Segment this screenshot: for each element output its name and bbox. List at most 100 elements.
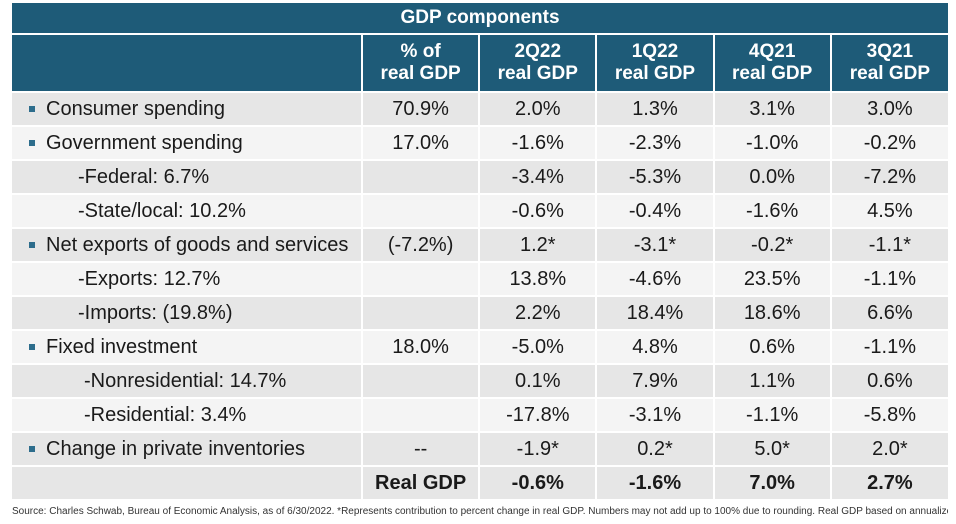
- value-cell-q2-22: -1.9*: [478, 431, 597, 466]
- header-2q22: 2Q22 real GDP: [478, 35, 597, 92]
- total-value-q4-21: 7.0%: [712, 465, 831, 499]
- table-row: Change in private inventories -- -1.9* 0.2*…: [12, 431, 948, 466]
- value-cell-q4-21: 5.0*: [712, 431, 831, 466]
- value-cell-q4-21: 3.1%: [712, 91, 831, 126]
- table-row: -Residential: 3.4% -17.8% -3.1% -1.1% -5.8%: [12, 397, 948, 432]
- value-cell-q2-22: -17.8%: [478, 397, 597, 432]
- row-label-cell: Consumer spending: [12, 91, 363, 126]
- header-1q22: 1Q22 real GDP: [595, 35, 714, 92]
- value-cell-q4-21: 18.6%: [712, 295, 831, 330]
- value-cell-q1-22: 1.3%: [595, 91, 714, 126]
- row-label-cell: Fixed investment: [12, 329, 363, 364]
- table-row: -State/local: 10.2% -0.6% -0.4% -1.6% 4.5%: [12, 193, 948, 228]
- header-row: % of real GDP 2Q22 real GDP 1Q22 real GDP 4…: [12, 35, 948, 92]
- value-cell-q3-21: 2.0*: [829, 431, 948, 466]
- bullet-icon: [29, 446, 35, 452]
- value-cell-share: [361, 193, 480, 228]
- row-label: -Exports: 12.7%: [78, 267, 221, 290]
- row-label: -Federal: 6.7%: [78, 165, 210, 188]
- row-label: Consumer spending: [46, 97, 225, 120]
- value-cell-share: 18.0%: [361, 329, 480, 364]
- value-cell-share: [361, 159, 480, 194]
- bullet-icon: [29, 106, 35, 112]
- table-row: -Imports: (19.8%) 2.2% 18.4% 18.6% 6.6%: [12, 295, 948, 330]
- value-cell-q1-22: -5.3%: [595, 159, 714, 194]
- row-label-cell: -Exports: 12.7%: [12, 261, 363, 296]
- table-row: -Exports: 12.7% 13.8% -4.6% 23.5% -1.1%: [12, 261, 948, 296]
- row-label-cell: -Nonresidential: 14.7%: [12, 363, 363, 398]
- row-label: -Residential: 3.4%: [84, 403, 247, 426]
- value-cell-q1-22: -2.3%: [595, 125, 714, 160]
- row-label: -Imports: (19.8%): [78, 301, 233, 324]
- value-cell-share: --: [361, 431, 480, 466]
- total-value-q2-22: -0.6%: [478, 465, 597, 499]
- value-cell-q4-21: -0.2*: [712, 227, 831, 262]
- table-row: -Federal: 6.7% -3.4% -5.3% 0.0% -7.2%: [12, 159, 948, 194]
- bullet-icon: [29, 242, 35, 248]
- row-label: -State/local: 10.2%: [78, 199, 246, 222]
- value-cell-q2-22: -0.6%: [478, 193, 597, 228]
- row-label-cell: -State/local: 10.2%: [12, 193, 363, 228]
- value-cell-share: [361, 295, 480, 330]
- gdp-table-panel: GDP components % of real GDP 2Q22 real GDP…: [12, 3, 948, 499]
- value-cell-q3-21: -1.1%: [829, 329, 948, 364]
- value-cell-q3-21: -1.1%: [829, 261, 948, 296]
- value-cell-q4-21: -1.6%: [712, 193, 831, 228]
- row-label: Government spending: [46, 131, 243, 154]
- row-label: Net exports of goods and services: [46, 233, 349, 256]
- value-cell-q3-21: -7.2%: [829, 159, 948, 194]
- row-label: -Nonresidential: 14.7%: [84, 369, 287, 392]
- value-cell-share: [361, 363, 480, 398]
- value-cell-q3-21: 3.0%: [829, 91, 948, 126]
- value-cell-q1-22: -3.1%: [595, 397, 714, 432]
- value-cell-q4-21: 1.1%: [712, 363, 831, 398]
- value-cell-share: [361, 397, 480, 432]
- value-cell-q2-22: -1.6%: [478, 125, 597, 160]
- value-cell-share: [361, 261, 480, 296]
- value-cell-q4-21: 0.6%: [712, 329, 831, 364]
- value-cell-q2-22: 2.2%: [478, 295, 597, 330]
- row-label-cell: Change in private inventories: [12, 431, 363, 466]
- value-cell-q3-21: 0.6%: [829, 363, 948, 398]
- value-cell-q3-21: -5.8%: [829, 397, 948, 432]
- value-cell-q1-22: -3.1*: [595, 227, 714, 262]
- source-note: Source: Charles Schwab, Bureau of Econom…: [12, 506, 948, 517]
- table-title: GDP components: [12, 3, 948, 35]
- row-label-cell: -Federal: 6.7%: [12, 159, 363, 194]
- value-cell-q4-21: 23.5%: [712, 261, 831, 296]
- row-label-cell: Net exports of goods and services: [12, 227, 363, 262]
- row-label: Change in private inventories: [46, 437, 306, 460]
- header-4q21: 4Q21 real GDP: [712, 35, 831, 92]
- row-label: Fixed investment: [46, 335, 198, 358]
- row-label-cell: Government spending: [12, 125, 363, 160]
- value-cell-q3-21: -1.1*: [829, 227, 948, 262]
- value-cell-q2-22: 13.8%: [478, 261, 597, 296]
- row-label-cell: -Imports: (19.8%): [12, 295, 363, 330]
- value-cell-q3-21: 6.6%: [829, 295, 948, 330]
- value-cell-q3-21: 4.5%: [829, 193, 948, 228]
- header-3q21: 3Q21 real GDP: [829, 35, 948, 92]
- value-cell-q2-22: 2.0%: [478, 91, 597, 126]
- total-value-q1-22: -1.6%: [595, 465, 714, 499]
- table-row: Fixed investment 18.0% -5.0% 4.8% 0.6% -1.1%: [12, 329, 948, 364]
- table-row: Government spending 17.0% -1.6% -2.3% -1.0% -…: [12, 125, 948, 160]
- value-cell-q4-21: -1.0%: [712, 125, 831, 160]
- gdp-components-table: % of real GDP 2Q22 real GDP 1Q22 real GDP 4…: [12, 35, 948, 499]
- table-row: Net exports of goods and services (-7.2%)…: [12, 227, 948, 262]
- value-cell-q2-22: -5.0%: [478, 329, 597, 364]
- header-label-column: [12, 35, 363, 92]
- value-cell-share: 70.9%: [361, 91, 480, 126]
- value-cell-q1-22: 0.2*: [595, 431, 714, 466]
- table-row: -Nonresidential: 14.7% 0.1% 7.9% 1.1% 0.6%: [12, 363, 948, 398]
- value-cell-q4-21: 0.0%: [712, 159, 831, 194]
- value-cell-share: 17.0%: [361, 125, 480, 160]
- value-cell-q1-22: -4.6%: [595, 261, 714, 296]
- header-share: % of real GDP: [361, 35, 480, 92]
- value-cell-q1-22: 4.8%: [595, 329, 714, 364]
- total-empty-cell: [12, 465, 363, 499]
- value-cell-q2-22: -3.4%: [478, 159, 597, 194]
- value-cell-q1-22: -0.4%: [595, 193, 714, 228]
- row-label-cell: -Residential: 3.4%: [12, 397, 363, 432]
- value-cell-q2-22: 0.1%: [478, 363, 597, 398]
- bullet-icon: [29, 344, 35, 350]
